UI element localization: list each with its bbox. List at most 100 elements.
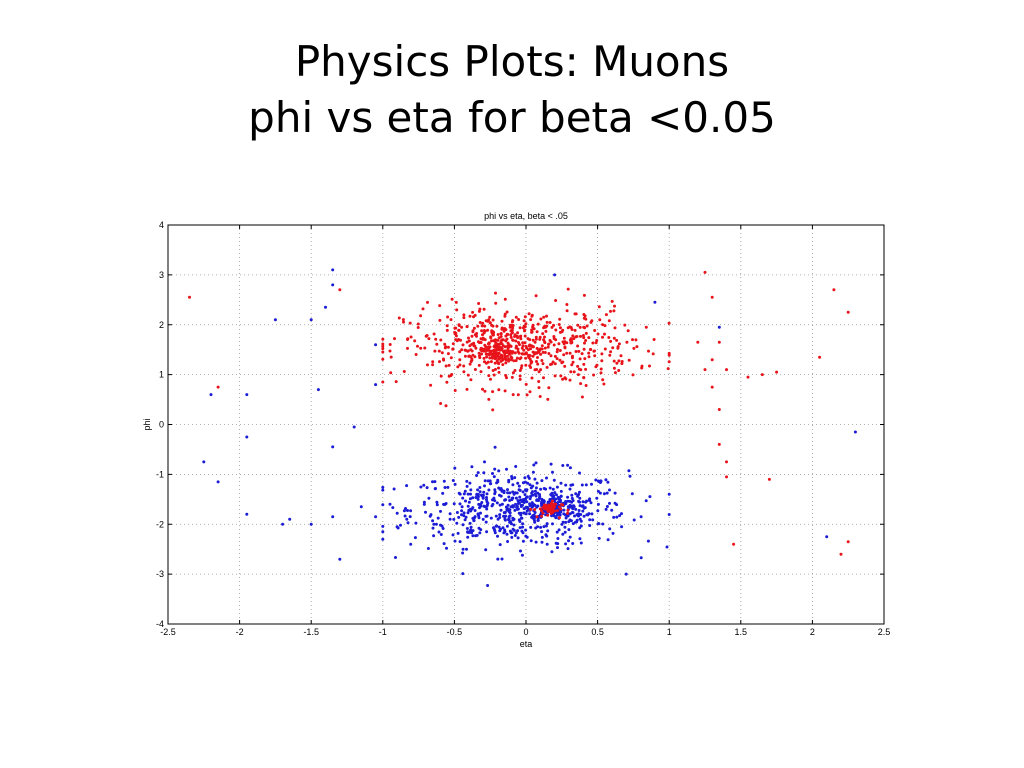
red-point	[554, 328, 558, 332]
red-point	[471, 353, 475, 357]
red-point	[514, 345, 518, 349]
red-point	[648, 364, 651, 368]
red-point	[466, 373, 470, 377]
blue-point	[406, 521, 410, 525]
blue-point	[520, 553, 524, 557]
red-point	[388, 343, 392, 346]
blue-point	[453, 482, 457, 486]
blue-point	[582, 514, 586, 518]
blue-point	[598, 491, 602, 495]
red-point	[550, 325, 554, 329]
red-point	[454, 326, 458, 330]
red-point	[482, 307, 486, 311]
red-point	[576, 344, 580, 348]
red-point	[508, 349, 512, 353]
blue-point	[496, 557, 500, 561]
blue-point	[493, 490, 497, 494]
blue-point	[491, 502, 495, 506]
red-point	[640, 366, 644, 370]
blue-point	[667, 513, 671, 516]
blue-point	[566, 495, 570, 499]
y-tick-label: -3	[156, 569, 164, 579]
blue-point	[555, 530, 559, 534]
blue-point	[505, 467, 508, 471]
blue-point	[533, 489, 537, 493]
blue-point	[610, 508, 614, 512]
red-point	[491, 318, 495, 322]
red-point	[432, 332, 436, 336]
blue-point	[566, 463, 570, 467]
red-point	[563, 340, 567, 344]
red-point	[520, 364, 524, 368]
red-point	[581, 334, 585, 337]
red-point	[462, 316, 466, 320]
blue-point	[632, 518, 636, 522]
blue-point	[209, 393, 213, 397]
red-point	[568, 378, 572, 382]
red-point	[583, 341, 586, 345]
red-point	[558, 358, 562, 362]
red-point	[506, 354, 509, 358]
red-point	[717, 442, 721, 446]
blue-point	[381, 530, 385, 534]
blue-point	[510, 475, 514, 478]
blue-point	[590, 482, 593, 486]
red-point	[620, 360, 624, 363]
blue-point	[524, 512, 528, 516]
red-point	[483, 360, 486, 364]
red-point	[513, 333, 517, 337]
blue-point	[567, 528, 571, 532]
blue-point	[456, 531, 460, 535]
red-point	[580, 395, 584, 399]
red-point	[563, 364, 567, 368]
blue-point	[519, 516, 523, 520]
red-point	[481, 387, 484, 391]
red-point	[517, 351, 521, 355]
red-point	[540, 347, 544, 351]
blue-point	[478, 486, 482, 489]
red-point	[437, 349, 441, 353]
red-point	[710, 358, 714, 362]
blue-point	[245, 435, 249, 439]
red-point	[600, 352, 604, 356]
red-point	[651, 352, 655, 356]
red-point	[457, 323, 461, 327]
blue-point	[564, 520, 568, 524]
red-point	[518, 326, 522, 330]
blue-point	[464, 499, 467, 503]
blue-point	[515, 505, 518, 509]
blue-point	[566, 505, 570, 509]
red-point	[485, 352, 489, 356]
red-point	[631, 373, 635, 377]
blue-point	[493, 467, 497, 471]
red-point	[595, 363, 599, 367]
red-point	[480, 324, 484, 328]
red-point	[597, 305, 601, 309]
red-point	[587, 351, 591, 355]
red-point	[507, 357, 511, 361]
blue-point	[469, 488, 473, 492]
blue-point	[433, 480, 437, 484]
red-point	[491, 390, 495, 394]
blue-point	[553, 273, 557, 277]
blue-point	[374, 343, 378, 347]
blue-point	[435, 503, 439, 507]
blue-point	[628, 474, 632, 478]
red-point	[472, 315, 475, 319]
blue-point	[514, 465, 518, 468]
blue-point	[590, 512, 594, 516]
blue-point	[513, 508, 517, 512]
red-point	[435, 342, 439, 346]
red-point	[547, 342, 551, 346]
red-point	[500, 327, 504, 331]
red-point	[632, 346, 636, 350]
red-point	[497, 342, 501, 346]
red-point	[746, 375, 750, 379]
y-tick-label: 4	[159, 220, 164, 230]
red-point	[489, 377, 492, 381]
blue-point	[524, 534, 528, 538]
red-point	[500, 319, 504, 323]
red-point	[495, 324, 499, 328]
blue-point	[434, 522, 438, 526]
blue-point	[525, 495, 529, 499]
